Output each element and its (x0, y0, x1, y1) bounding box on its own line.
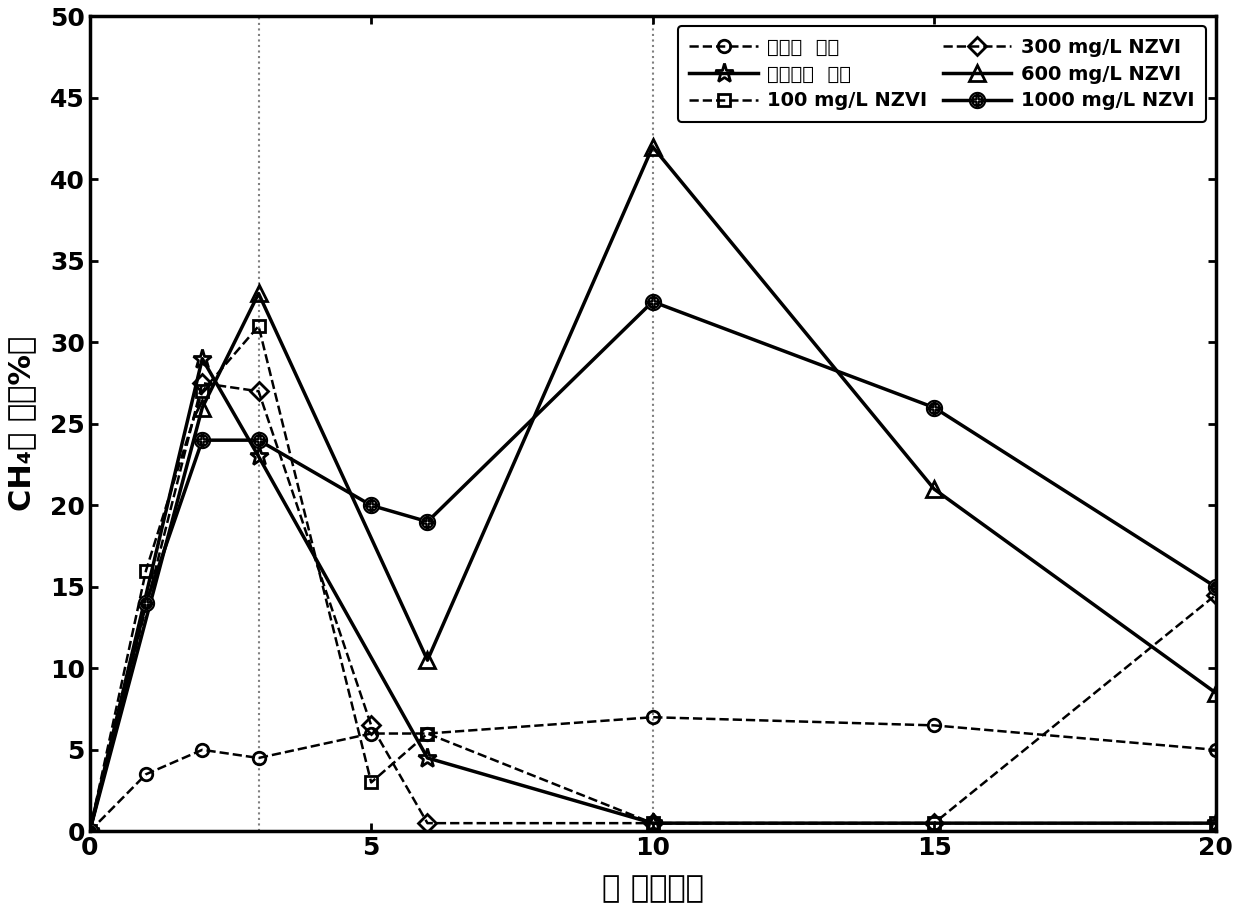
乙醇空白  对照 (1208, 818, 1223, 829)
Line: 纯空白  对照: 纯空白 对照 (83, 711, 1221, 837)
纯空白  对照 (645, 712, 660, 723)
Legend: 纯空白  对照, 乙醇空白  对照, 100 mg/L NZVI, 300 mg/L NZVI, 600 mg/L NZVI, 1000 mg/L NZVI: 纯空白 对照, 乙醇空白 对照, 100 mg/L NZVI, 300 mg/L… (678, 26, 1205, 122)
100 mg/L NZVI (926, 818, 941, 829)
100 mg/L NZVI (1208, 818, 1223, 829)
X-axis label: 时 间（天）: 时 间（天） (601, 875, 703, 903)
乙醇空白  对照 (195, 353, 210, 364)
乙醇空白  对照 (645, 818, 660, 829)
600 mg/L NZVI (82, 826, 97, 837)
Line: 1000 mg/L NZVI: 1000 mg/L NZVI (82, 294, 1223, 839)
600 mg/L NZVI (645, 141, 660, 152)
1000 mg/L NZVI (420, 516, 435, 527)
300 mg/L NZVI (420, 818, 435, 829)
100 mg/L NZVI (363, 777, 378, 788)
1000 mg/L NZVI (926, 402, 941, 413)
纯空白  对照 (926, 720, 941, 731)
600 mg/L NZVI (926, 483, 941, 494)
纯空白  对照 (139, 769, 154, 780)
100 mg/L NZVI (645, 818, 660, 829)
纯空白  对照 (420, 728, 435, 739)
1000 mg/L NZVI (82, 826, 97, 837)
乙醇空白  对照 (252, 451, 267, 462)
1000 mg/L NZVI (645, 296, 660, 307)
300 mg/L NZVI (82, 826, 97, 837)
300 mg/L NZVI (926, 818, 941, 829)
Y-axis label: CH₄浓 度（%）: CH₄浓 度（%） (7, 337, 36, 511)
Line: 600 mg/L NZVI: 600 mg/L NZVI (82, 139, 1223, 839)
300 mg/L NZVI (363, 720, 378, 731)
600 mg/L NZVI (252, 288, 267, 299)
100 mg/L NZVI (252, 320, 267, 331)
纯空白  对照 (252, 753, 267, 763)
600 mg/L NZVI (420, 654, 435, 665)
Line: 乙醇空白  对照: 乙醇空白 对照 (79, 349, 1225, 841)
100 mg/L NZVI (139, 565, 154, 576)
乙醇空白  对照 (82, 826, 97, 837)
600 mg/L NZVI (195, 402, 210, 413)
1000 mg/L NZVI (252, 435, 267, 446)
纯空白  对照 (363, 728, 378, 739)
300 mg/L NZVI (252, 386, 267, 397)
纯空白  对照 (82, 826, 97, 837)
100 mg/L NZVI (82, 826, 97, 837)
100 mg/L NZVI (420, 728, 435, 739)
300 mg/L NZVI (645, 818, 660, 829)
300 mg/L NZVI (195, 378, 210, 389)
1000 mg/L NZVI (1208, 581, 1223, 592)
Line: 300 mg/L NZVI: 300 mg/L NZVI (83, 377, 1221, 837)
1000 mg/L NZVI (363, 500, 378, 511)
300 mg/L NZVI (1208, 590, 1223, 601)
600 mg/L NZVI (1208, 687, 1223, 698)
100 mg/L NZVI (195, 386, 210, 397)
纯空白  对照 (195, 744, 210, 755)
乙醇空白  对照 (420, 753, 435, 763)
1000 mg/L NZVI (139, 598, 154, 609)
纯空白  对照 (1208, 744, 1223, 755)
1000 mg/L NZVI (195, 435, 210, 446)
Line: 100 mg/L NZVI: 100 mg/L NZVI (83, 319, 1221, 837)
